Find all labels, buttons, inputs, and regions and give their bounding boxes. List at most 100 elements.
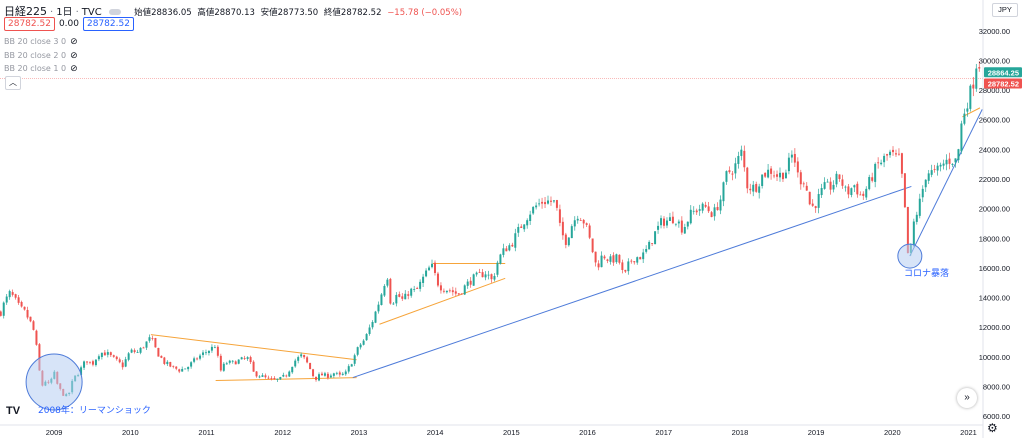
candle-body <box>103 352 106 356</box>
candle-body <box>448 290 451 292</box>
price-badge-label: 28864.25 <box>988 68 1019 77</box>
candle-body <box>657 225 660 230</box>
candle-body <box>178 369 181 372</box>
candle-body <box>630 260 633 262</box>
candle-body <box>597 263 600 268</box>
candle-body <box>377 304 380 312</box>
candle-body <box>796 161 799 173</box>
candle-body <box>88 361 91 363</box>
candle-body <box>270 378 273 379</box>
candle-body <box>118 359 121 363</box>
candle-body <box>743 150 746 168</box>
candle-body <box>317 374 320 381</box>
candle-body <box>374 311 377 323</box>
candle-body <box>142 347 145 349</box>
candle-body <box>975 68 978 89</box>
y-tick-label: 30000.00 <box>979 56 1010 65</box>
candle-body <box>877 162 880 164</box>
candle-body <box>309 362 312 370</box>
indicator-bb-2[interactable]: BB 20 close 2 0 ⊘ <box>4 51 78 61</box>
candle-body <box>642 252 645 260</box>
candle-body <box>26 309 29 318</box>
candle-body <box>627 261 630 272</box>
candle-body <box>853 185 856 188</box>
eye-icon[interactable]: ⊘ <box>70 37 78 47</box>
candle-body <box>793 153 796 163</box>
x-tick-label: 2011 <box>198 428 214 437</box>
candle-body <box>439 285 442 291</box>
eye-icon[interactable]: ⊘ <box>70 51 78 61</box>
candle-body <box>222 363 225 371</box>
candle-body <box>460 293 463 295</box>
candle-body <box>124 359 127 367</box>
candle-body <box>945 159 948 165</box>
candle-body <box>413 289 416 290</box>
x-tick-label: 2021 <box>960 428 977 437</box>
candle-body <box>526 220 529 226</box>
currency-button[interactable]: JPY <box>992 3 1018 17</box>
candle-body <box>166 361 169 365</box>
indicator-bb-3[interactable]: BB 20 close 3 0 ⊘ <box>4 37 78 47</box>
candle-body <box>832 184 835 190</box>
candle-body <box>17 297 20 303</box>
candle-body <box>764 172 767 177</box>
candle-body <box>463 285 466 295</box>
candle-body <box>353 355 356 364</box>
candle-body <box>484 274 487 278</box>
status-pill-icon <box>108 9 121 15</box>
candle-body <box>431 263 434 268</box>
candle-body <box>320 373 323 376</box>
candle-body <box>883 155 886 163</box>
candle-body <box>0 311 2 316</box>
candle-body <box>719 199 722 211</box>
candle-body <box>561 221 564 236</box>
y-tick-label: 24000.00 <box>979 145 1010 154</box>
gear-icon[interactable]: ⚙ <box>987 421 998 435</box>
candle-body <box>520 226 523 228</box>
candle-body <box>894 153 897 155</box>
candle-body <box>689 209 692 224</box>
candle-body <box>624 269 627 272</box>
candle-body <box>716 206 719 211</box>
eye-icon[interactable]: ⊘ <box>70 64 78 74</box>
candle-body <box>648 241 651 250</box>
y-tick-label: 16000.00 <box>979 264 1010 273</box>
candle-body <box>541 201 544 204</box>
candle-body <box>802 183 805 185</box>
candle-body <box>359 344 362 348</box>
candle-body <box>97 356 100 360</box>
candle-body <box>686 221 689 227</box>
candle-body <box>175 366 178 369</box>
indicator-bb-1[interactable]: BB 20 close 1 0 ⊘ <box>4 64 78 74</box>
candle-body <box>805 185 808 191</box>
high-value: 28870.13 <box>214 8 255 18</box>
candle-body <box>868 177 871 190</box>
candle-body <box>389 278 392 304</box>
buy-button[interactable]: 28782.52 <box>83 17 134 31</box>
candle-body <box>600 255 603 268</box>
candle-body <box>532 206 535 214</box>
candle-body <box>184 368 187 370</box>
highlight-circle <box>25 353 83 411</box>
candle-body <box>29 316 32 322</box>
double-chevron-right-icon[interactable]: » <box>957 388 977 408</box>
candle-body <box>264 375 267 378</box>
candle-body <box>335 372 338 374</box>
candle-body <box>204 352 207 354</box>
candle-body <box>356 347 359 355</box>
candle-body <box>921 188 924 198</box>
chevron-up-icon[interactable]: ︿ <box>5 76 21 90</box>
candle-body <box>948 158 951 164</box>
candle-body <box>549 200 552 202</box>
candle-body <box>841 179 844 186</box>
candle-body <box>668 217 671 221</box>
candle-body <box>603 256 606 259</box>
x-tick-label: 2018 <box>732 428 749 437</box>
y-tick-label: 10000.00 <box>979 353 1010 362</box>
interval-label[interactable]: 1日 <box>56 7 73 18</box>
candle-body <box>505 248 508 252</box>
candle-body <box>746 167 749 189</box>
sell-button[interactable]: 28782.52 <box>4 17 55 31</box>
symbol-name[interactable]: 日経225 <box>4 5 47 18</box>
